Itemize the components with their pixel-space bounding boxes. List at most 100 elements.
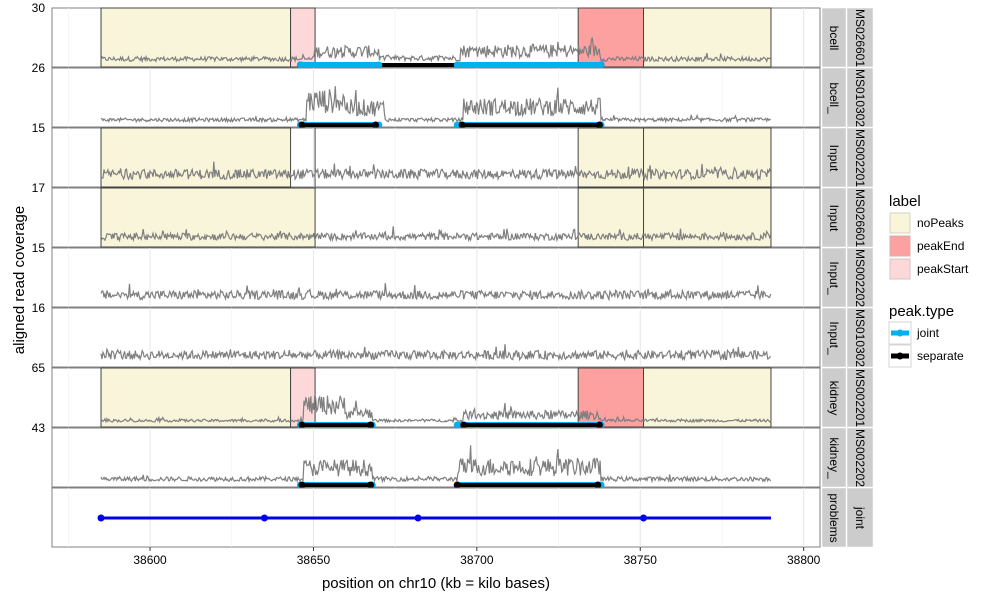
- noPeaks-region: [100, 187, 316, 248]
- facet-strip-label: kidney_: [827, 437, 841, 479]
- facet-strip: [821, 247, 847, 308]
- x-tick-label: 38650: [297, 553, 331, 567]
- y-tick-label: 17: [32, 181, 46, 195]
- panels-layer: 30 bcell MS026601 26 bcell_ MS010302 15 Input MS…: [32, 1, 874, 548]
- legend-point-joint: [896, 329, 904, 337]
- legend-title-peak-type: peak.type: [889, 303, 954, 320]
- legend-label-joint: joint: [916, 326, 940, 340]
- coverage-line: [100, 226, 772, 243]
- panel-Input-: 16 Input_ MS010302: [32, 301, 874, 368]
- facet-strip-label: problems: [827, 493, 841, 542]
- facet-strip-label: Input_: [827, 261, 841, 295]
- coverage-line: [100, 161, 772, 182]
- sample-strip: [846, 247, 874, 308]
- coverage-line: [100, 86, 771, 124]
- legend-swatch-noPeaks: [888, 211, 912, 235]
- facet-strip: [821, 307, 847, 368]
- facet-strip-label: Input_: [827, 321, 841, 355]
- sample-strip: [846, 307, 874, 368]
- facet-strip: [821, 67, 847, 128]
- separate-peak-end: [367, 421, 375, 429]
- legend-title-label: label: [889, 193, 921, 210]
- separate-peak-end: [595, 121, 603, 129]
- problems-point: [260, 514, 268, 522]
- separate-peak-end: [372, 121, 380, 129]
- separate-peak-start: [298, 121, 306, 129]
- y-axis-title: aligned read coverage: [11, 206, 28, 354]
- legend-label-peakEnd: peakEnd: [917, 239, 964, 253]
- legend-swatch-peakEnd: [888, 234, 912, 258]
- facet-strip: [821, 187, 847, 248]
- facet-strip-label: Input: [827, 145, 841, 172]
- problems-point: [97, 514, 105, 522]
- sample-strip: [846, 187, 874, 248]
- separate-peak-end: [367, 481, 375, 489]
- panel-problems: problems joint: [51, 487, 874, 548]
- separate-peak-end: [594, 481, 602, 489]
- legend-swatch-border: [889, 212, 911, 234]
- facet-strip-label: bcell: [827, 26, 841, 51]
- facet-strip: [821, 127, 847, 188]
- sample-strip: [846, 7, 874, 68]
- panel-kidney: 65 kidney MS002201: [32, 361, 874, 429]
- problems-point: [414, 514, 422, 522]
- noPeaks-region: [100, 367, 292, 428]
- legend-swatch-border: [889, 258, 911, 280]
- y-tick-label: 43: [32, 421, 46, 435]
- facet-strip-label: Input: [827, 205, 841, 232]
- legend-label-separate: separate: [917, 349, 964, 363]
- sample-strip-label: MS002201: [853, 369, 867, 427]
- separate-peak-start: [298, 481, 306, 489]
- x-axis-title: position on chr10 (kb = kilo bases): [322, 575, 550, 592]
- x-tick-label: 38700: [460, 553, 494, 567]
- y-tick-label: 15: [32, 121, 46, 135]
- legend-label-noPeaks: noPeaks: [917, 216, 964, 230]
- legend-label-peakStart: peakStart: [917, 262, 969, 276]
- panel-bcell: 30 bcell MS026601: [32, 1, 874, 69]
- x-axis: 38600 38650 38700 38750 38800: [133, 547, 821, 567]
- legend: label noPeaks peakEnd peakStart peak.type joi…: [888, 193, 969, 368]
- coverage-line: [100, 344, 772, 362]
- y-tick-label: 65: [32, 361, 46, 375]
- panel-Input: 17 Input MS026601: [32, 181, 874, 248]
- noPeaks-region: [100, 7, 292, 68]
- sample-strip-label: MS002201: [853, 129, 867, 187]
- sample-strip-label: MS010302: [853, 69, 867, 127]
- coverage-line: [100, 37, 772, 64]
- panel-Input-: 15 Input_ MS002202: [32, 241, 874, 308]
- group-strip: [846, 487, 874, 548]
- peakEnd-region: [577, 7, 645, 68]
- separate-peak-end: [595, 421, 603, 429]
- facet-strip: [821, 367, 847, 428]
- joint-peak-end: [597, 61, 605, 69]
- separate-peak-start: [460, 421, 468, 429]
- facet-strip: [821, 7, 847, 68]
- facet-strip: [821, 487, 847, 548]
- sample-strip-label: MS002202: [853, 249, 867, 307]
- legend-point-separate: [896, 352, 904, 360]
- facet-strip: [821, 427, 847, 488]
- panel-bcell-: 26 bcell_ MS010302: [32, 61, 874, 129]
- sample-strip: [846, 367, 874, 428]
- group-strip-label: joint: [853, 506, 867, 530]
- panel-kidney-: 43 kidney_ MS002202: [32, 421, 874, 489]
- x-tick-label: 38750: [624, 553, 658, 567]
- noPeaks-region: [643, 127, 772, 188]
- joint-peak-end: [375, 61, 383, 69]
- problems-point: [640, 514, 648, 522]
- legend-swatch-border: [889, 235, 911, 257]
- sample-strip-label: MS002202: [853, 429, 867, 487]
- x-tick-label: 38800: [787, 553, 821, 567]
- joint-peak-start: [296, 61, 304, 69]
- y-tick-label: 30: [32, 1, 46, 15]
- noPeaks-region: [577, 127, 645, 188]
- separate-peak-start: [453, 481, 461, 489]
- joint-peak-start: [453, 421, 461, 429]
- facet-strip-label: bcell_: [827, 82, 841, 114]
- sample-strip-label: MS026601: [853, 189, 867, 247]
- coverage-line: [100, 283, 772, 302]
- sample-strip: [846, 427, 874, 488]
- noPeaks-region: [643, 367, 772, 428]
